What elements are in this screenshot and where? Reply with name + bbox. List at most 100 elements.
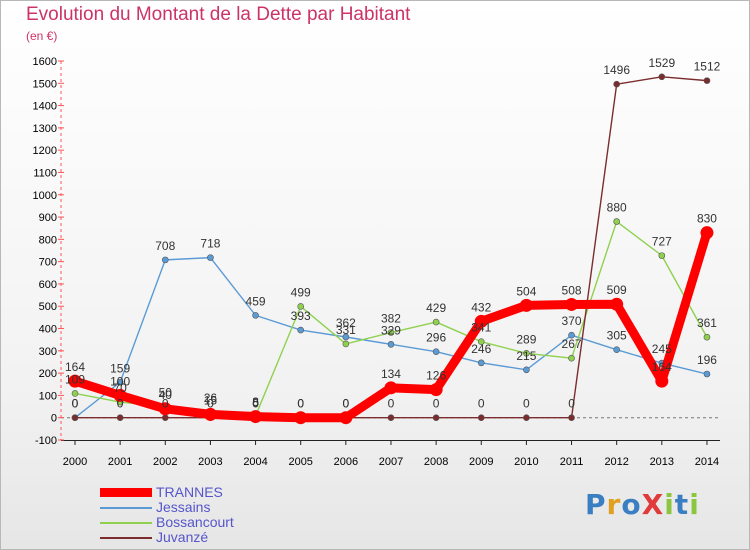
data-label: 429: [426, 301, 446, 315]
x-tick-label: 2009: [469, 456, 493, 468]
data-point: [342, 340, 350, 348]
data-label: 26: [204, 391, 218, 405]
data-point: [703, 333, 711, 341]
data-label: 880: [607, 201, 627, 215]
data-label: 0: [478, 397, 485, 411]
x-tick-label: 2005: [288, 456, 312, 468]
data-label: 830: [697, 212, 717, 226]
y-tick-label: 1200: [33, 145, 57, 157]
y-tick-label: 500: [39, 301, 57, 313]
data-label: 296: [426, 331, 446, 345]
legend-label: Juvanzé: [156, 529, 209, 545]
legend-swatch: [100, 488, 152, 497]
data-point: [613, 346, 620, 354]
data-label: 40: [159, 388, 173, 402]
logo-letter: P: [585, 488, 607, 521]
x-tick-label: 2004: [243, 456, 267, 468]
data-point: [339, 411, 353, 425]
data-label: 382: [381, 312, 401, 326]
y-tick-label: 1300: [33, 123, 57, 135]
data-point: [523, 349, 530, 357]
y-tick-label: 800: [39, 234, 57, 246]
data-label: 0: [72, 397, 79, 411]
data-point: [161, 414, 169, 422]
data-label: 370: [562, 314, 582, 328]
data-point: [700, 226, 714, 240]
data-point: [203, 407, 217, 421]
y-tick-label: 400: [39, 324, 57, 336]
legend-swatch: [100, 507, 152, 509]
x-tick-label: 2010: [514, 456, 538, 468]
data-label: 1529: [648, 56, 675, 70]
x-tick-label: 2003: [198, 456, 222, 468]
logo-letter: i: [689, 488, 700, 521]
y-tick-label: 1000: [33, 190, 57, 202]
data-label: 15: [204, 393, 218, 407]
data-label: 215: [516, 349, 536, 363]
y-tick-label: 600: [39, 279, 57, 291]
data-point: [658, 252, 666, 259]
data-label: 109: [65, 372, 85, 386]
data-label: 0: [342, 397, 349, 411]
data-label: 509: [607, 283, 627, 297]
legend-label: TRANNES: [156, 484, 223, 500]
data-point: [523, 366, 530, 374]
axes: -100010020030040050060070080090010001100…: [33, 56, 720, 468]
proxiti-logo: ProXiti: [585, 488, 700, 521]
data-point: [703, 77, 711, 84]
x-tick-label: 2001: [108, 456, 132, 468]
data-point: [613, 80, 620, 88]
y-tick-label: 300: [39, 346, 57, 358]
data-point: [655, 374, 669, 388]
data-point: [703, 370, 711, 378]
data-point: [387, 329, 395, 336]
x-tick-label: 2002: [153, 456, 177, 468]
data-point: [342, 333, 350, 341]
data-label: 0: [207, 397, 214, 411]
x-tick-label: 2000: [63, 456, 87, 468]
data-point: [429, 383, 443, 397]
logo-letter: X: [641, 488, 665, 521]
x-tick-label: 2012: [604, 456, 628, 468]
x-tick-label: 2014: [695, 456, 719, 468]
data-label: 341: [471, 321, 491, 335]
data-label: 708: [155, 239, 175, 253]
data-label: 0: [162, 397, 169, 411]
y-tick-label: 1500: [33, 78, 57, 90]
unit-label: (en €): [26, 29, 58, 43]
data-point: [387, 341, 395, 348]
data-label: 718: [200, 237, 220, 251]
legend-swatch: [100, 537, 152, 539]
y-tick-label: 1100: [33, 167, 57, 179]
data-point: [384, 381, 398, 395]
data-label: 246: [471, 342, 491, 356]
logo-letter: r: [606, 488, 622, 521]
data-point: [71, 414, 79, 422]
data-point: [474, 314, 488, 328]
legend-label: Jessains: [156, 499, 211, 515]
data-label: 361: [697, 316, 717, 330]
data-point: [565, 297, 579, 311]
data-label: 5: [252, 396, 259, 410]
data-point: [610, 297, 624, 311]
data-point: [613, 218, 620, 225]
logo-letter: t: [674, 488, 690, 521]
data-point: [252, 312, 259, 319]
data-label: 0: [117, 397, 124, 411]
data-point: [297, 326, 305, 334]
legend-label: Bossancourt: [156, 514, 234, 530]
data-point: [568, 354, 575, 362]
data-point: [523, 414, 530, 422]
data-label: 432: [471, 300, 491, 314]
data-label: 164: [652, 360, 672, 374]
data-point: [432, 348, 440, 356]
data-point: [568, 414, 575, 422]
data-point: [568, 331, 575, 339]
x-tick-label: 2011: [560, 456, 584, 468]
y-tick-label: 0: [51, 413, 57, 425]
y-tick-label: 200: [39, 368, 57, 380]
data-label: 100: [110, 374, 130, 388]
y-tick-label: -100: [35, 435, 57, 447]
